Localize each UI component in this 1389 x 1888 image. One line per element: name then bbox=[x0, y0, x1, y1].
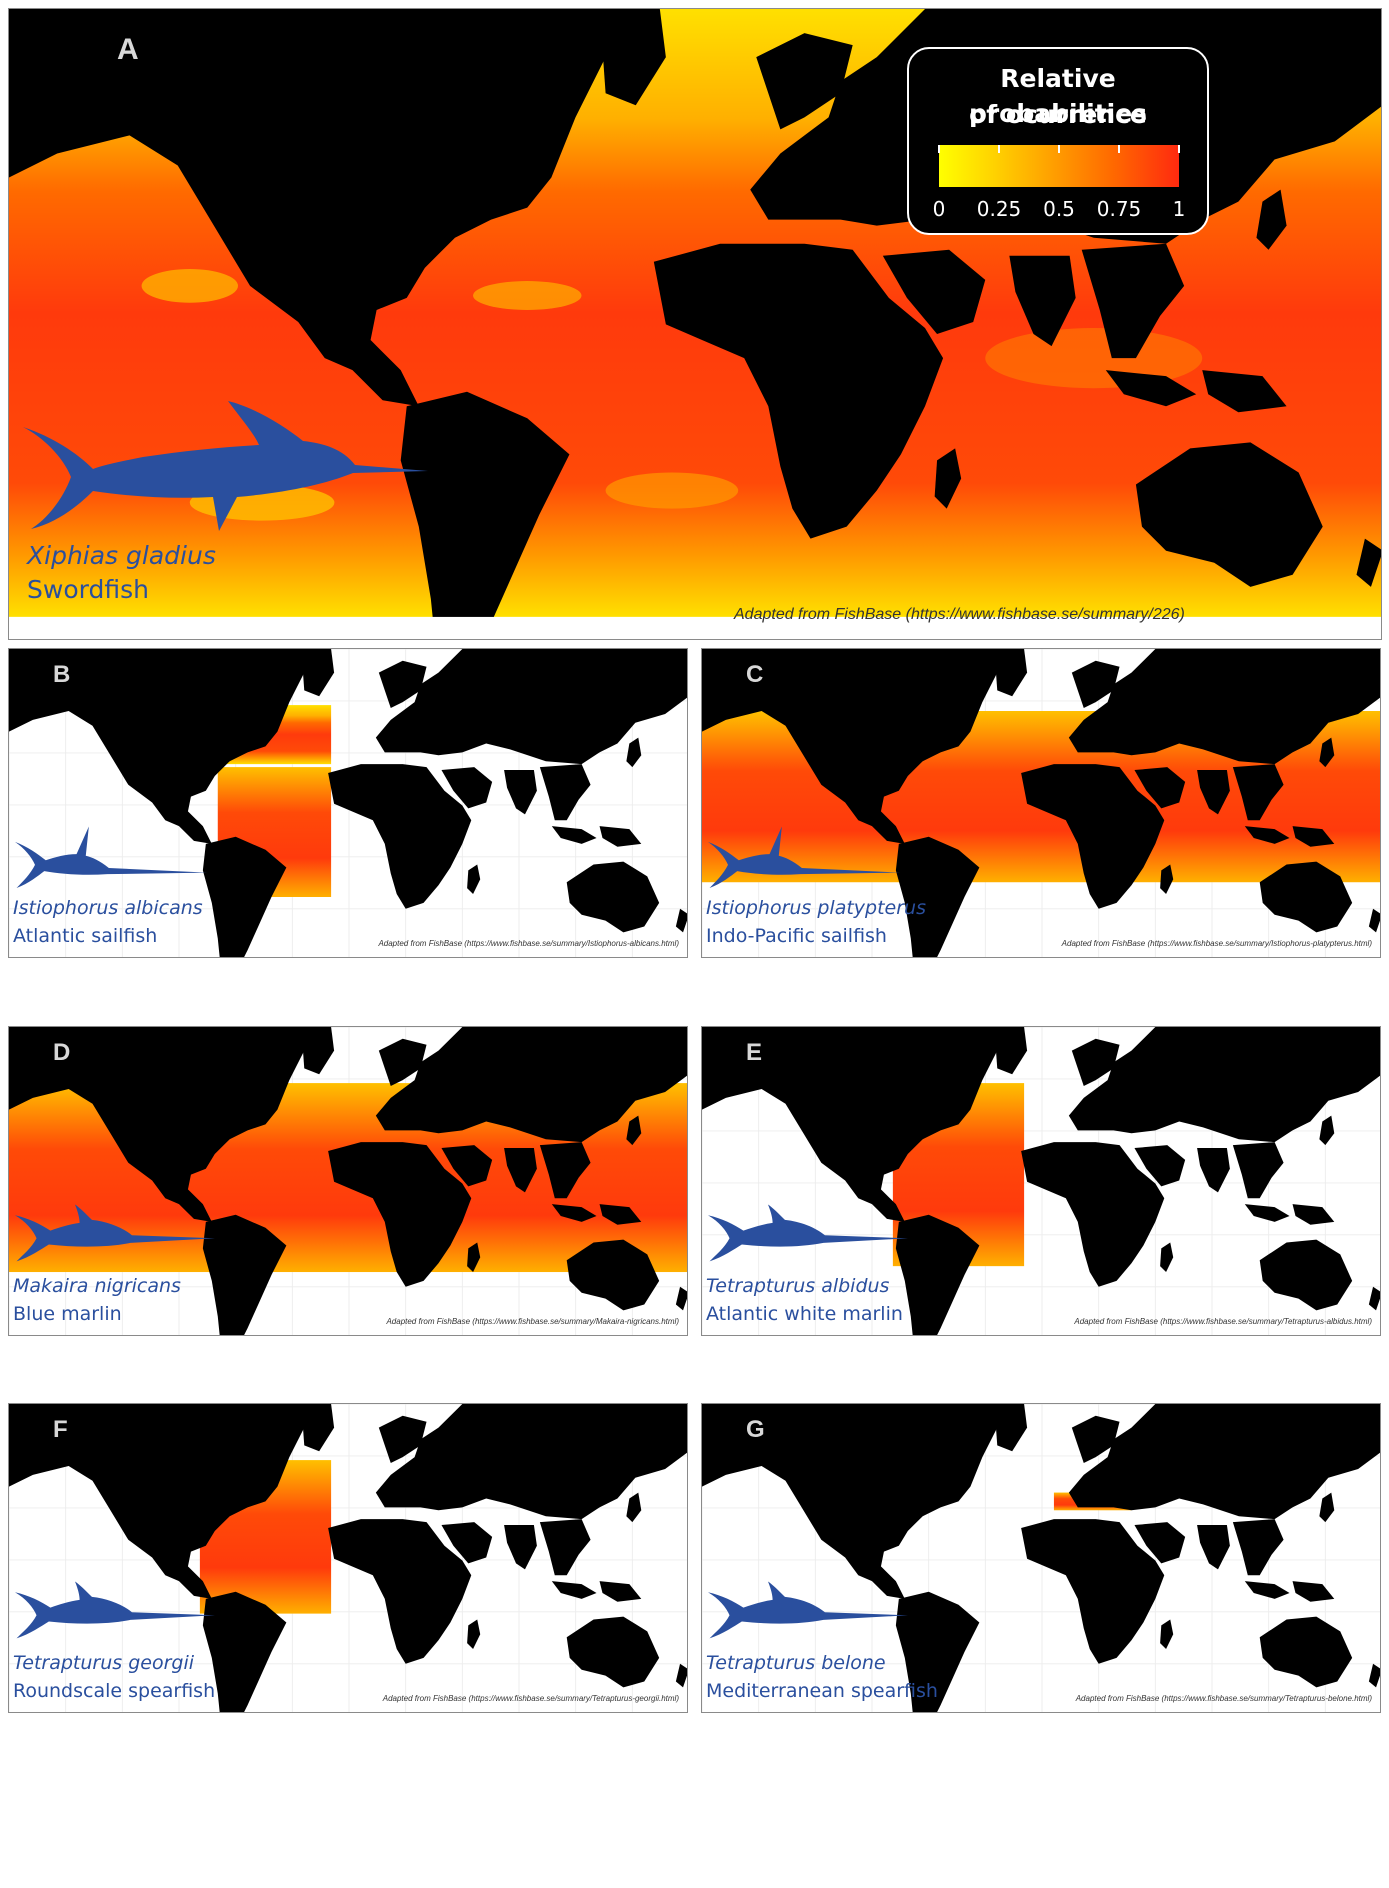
billfish-icon bbox=[708, 1204, 908, 1262]
panel-letter: B bbox=[53, 661, 71, 688]
panel-c: C Istiophorus platypterus Indo-Pacific sai… bbox=[701, 648, 1381, 958]
panel-e: E Tetrapturus albidus Atlantic white marli… bbox=[701, 1026, 1381, 1336]
legend-tick-label: 0.75 bbox=[1096, 197, 1142, 221]
credit-text: Adapted from FishBase (https://www.fishb… bbox=[378, 939, 679, 948]
panel-g: G Tetrapturus belone Mediterranean spearfi… bbox=[701, 1403, 1381, 1713]
credit-text: Adapted from FishBase (https://www.fishb… bbox=[386, 1317, 679, 1326]
legend-tick-label: 1 bbox=[1172, 197, 1186, 221]
map-e bbox=[702, 1027, 1380, 1335]
scientific-name: Tetrapturus georgii bbox=[13, 1652, 195, 1674]
legend-tick-label: 0 bbox=[932, 197, 946, 221]
billfish-icon bbox=[15, 1204, 215, 1262]
credit-text: Adapted from FishBase (https://www.fishb… bbox=[1075, 1694, 1372, 1703]
common-name: Roundscale spearfish bbox=[13, 1680, 216, 1702]
scientific-name: Makaira nigricans bbox=[13, 1275, 181, 1297]
map-g bbox=[702, 1404, 1380, 1712]
panel-letter: C bbox=[746, 661, 764, 688]
legend-tick bbox=[938, 145, 940, 153]
legend-subtitle: of ocurrence bbox=[969, 100, 1147, 129]
billfish-icon bbox=[708, 826, 901, 888]
common-name: Swordfish bbox=[27, 575, 149, 604]
panel-b: B Istiophorus albicans Atlantic sailfish Ad… bbox=[8, 648, 688, 958]
billfish-icon bbox=[15, 826, 208, 888]
map-f bbox=[9, 1404, 687, 1712]
panel-letter: E bbox=[746, 1039, 763, 1066]
common-name: Blue marlin bbox=[13, 1303, 122, 1325]
scientific-name: Istiophorus albicans bbox=[13, 897, 203, 919]
map-b bbox=[9, 649, 687, 957]
swordfish-icon bbox=[23, 401, 428, 531]
billfish-icon bbox=[708, 1581, 908, 1639]
credit-text: Adapted from FishBase (https://www.fishb… bbox=[734, 606, 1185, 623]
common-name: Atlantic white marlin bbox=[706, 1303, 903, 1325]
common-name: Atlantic sailfish bbox=[13, 925, 158, 947]
legend-tick bbox=[1178, 145, 1180, 153]
panel-d: D Makaira nigricans Blue marlin Adapted fro… bbox=[8, 1026, 688, 1336]
legend-title: Relative probabilities bbox=[968, 64, 1148, 128]
panel-letter: G bbox=[746, 1416, 765, 1443]
common-name: Indo-Pacific sailfish bbox=[706, 925, 887, 947]
legend: Relative probabilities of ocurrence 0 0.2… bbox=[907, 47, 1209, 235]
scientific-name: Tetrapturus belone bbox=[706, 1652, 886, 1674]
panel-a: A Relative probabilities of ocurrence 0 0… bbox=[8, 8, 1382, 640]
map-c bbox=[702, 649, 1380, 957]
scientific-name: Xiphias gladius bbox=[27, 541, 216, 570]
billfish-icon bbox=[15, 1581, 215, 1639]
common-name: Mediterranean spearfish bbox=[706, 1680, 938, 1702]
legend-tick-label: 0.25 bbox=[976, 197, 1022, 221]
credit-text: Adapted from FishBase (https://www.fishb… bbox=[382, 1694, 679, 1703]
legend-tick bbox=[998, 145, 1000, 153]
panel-letter: D bbox=[53, 1039, 71, 1066]
legend-tick bbox=[1118, 145, 1120, 153]
scientific-name: Istiophorus platypterus bbox=[706, 897, 927, 919]
legend-tick bbox=[1058, 145, 1060, 153]
scientific-name: Tetrapturus albidus bbox=[706, 1275, 890, 1297]
credit-text: Adapted from FishBase (https://www.fishb… bbox=[1061, 939, 1372, 948]
panel-letter: A bbox=[117, 33, 139, 66]
credit-text: Adapted from FishBase (https://www.fishb… bbox=[1074, 1317, 1372, 1326]
legend-tick-label: 0.5 bbox=[1043, 197, 1075, 221]
panel-f: F Tetrapturus georgii Roundscale spearfish… bbox=[8, 1403, 688, 1713]
panel-letter: F bbox=[53, 1416, 68, 1443]
